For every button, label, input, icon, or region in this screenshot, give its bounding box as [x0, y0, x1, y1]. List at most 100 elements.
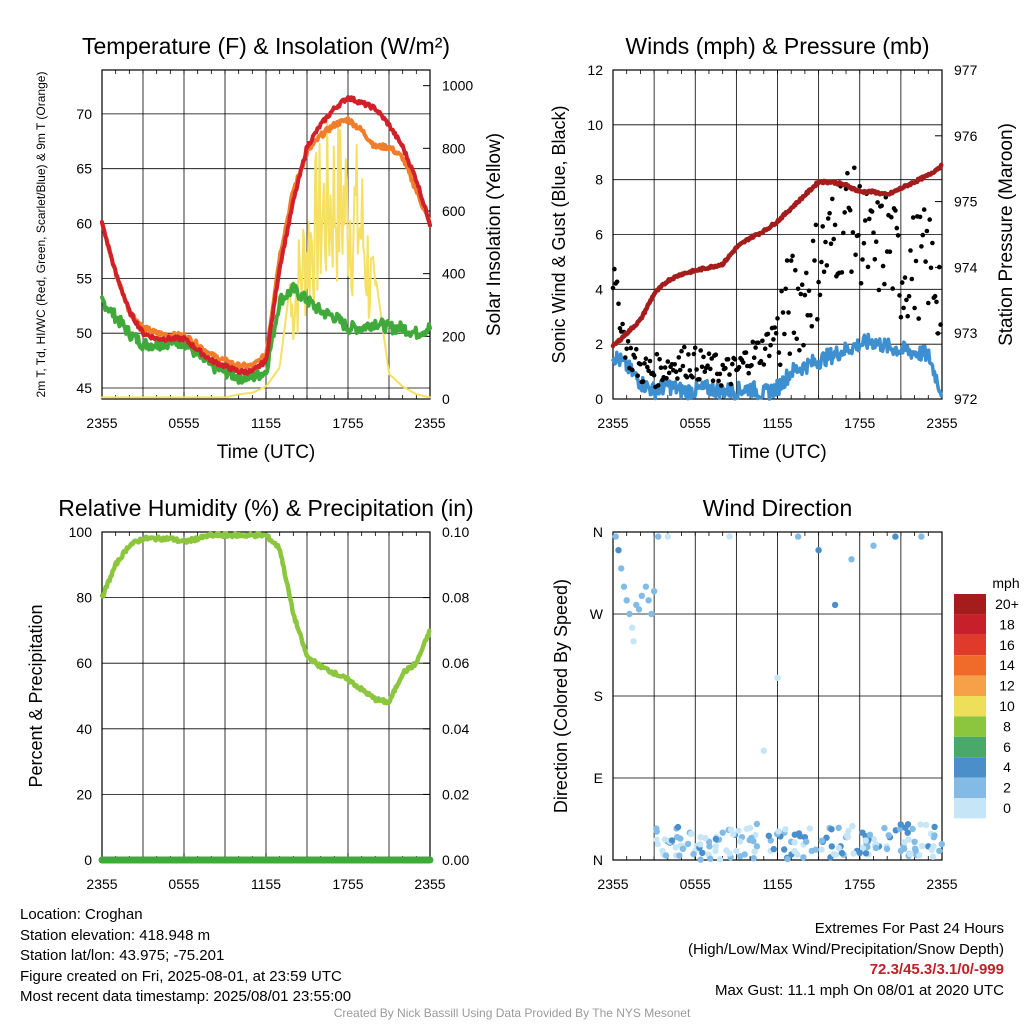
- direction-point: [696, 841, 704, 848]
- gust-point: [743, 350, 749, 355]
- gust-point: [894, 225, 900, 231]
- direction-point: [737, 853, 744, 860]
- gust-point: [717, 371, 723, 377]
- station-info: Location: Croghan Station elevation: 418…: [20, 905, 351, 1008]
- gust-point: [813, 222, 819, 228]
- legend-swatch: [954, 798, 986, 819]
- gust-point: [702, 369, 708, 375]
- direction-point: [806, 825, 814, 832]
- plot-border: [612, 531, 943, 861]
- gust-point: [842, 210, 847, 215]
- direction-point: [892, 533, 899, 540]
- direction-point: [870, 542, 877, 549]
- gust-point: [887, 249, 893, 254]
- gust-point: [935, 331, 941, 336]
- x-tick-label: 1155: [762, 876, 792, 892]
- y-tick-label: 60: [76, 216, 92, 232]
- gust-point: [875, 200, 880, 205]
- gust-point: [676, 355, 682, 360]
- y2-tick-label: 975: [954, 194, 978, 210]
- legend-label: 2: [1003, 780, 1011, 796]
- y2-tick-label: 972: [954, 391, 978, 407]
- gust-point: [927, 217, 932, 222]
- direction-point: [753, 820, 761, 828]
- gust-point: [680, 363, 686, 369]
- gust-point: [687, 368, 693, 373]
- direction-point: [818, 837, 826, 844]
- chart-panel-3: Relative Humidity (%) & Precipitation (i…: [26, 495, 474, 892]
- pressure-line: [610, 162, 944, 349]
- direction-point: [620, 583, 628, 590]
- direction-point: [684, 840, 692, 848]
- gust-point: [830, 196, 835, 202]
- direction-point: [794, 851, 801, 858]
- legend-label: 18: [999, 616, 1015, 632]
- gust-point: [782, 331, 787, 337]
- gust-point: [713, 352, 719, 358]
- y-tick-label: S: [594, 688, 603, 704]
- direction-point: [712, 835, 720, 843]
- direction-point: [743, 825, 750, 833]
- gust-point: [905, 313, 910, 319]
- gust-point: [780, 310, 786, 315]
- gust-point: [727, 372, 732, 377]
- legend-label: 8: [1003, 718, 1011, 734]
- gust-point: [723, 365, 728, 371]
- gust-point: [924, 228, 930, 234]
- gust-point: [686, 352, 691, 357]
- direction-point: [784, 855, 791, 863]
- y2-tick-label: 0.10: [442, 524, 469, 540]
- gust-point: [852, 165, 857, 171]
- y-tick-label: W: [590, 606, 604, 622]
- direction-point: [794, 533, 802, 540]
- gust-point: [706, 351, 712, 357]
- gust-point: [794, 336, 799, 342]
- gust-point: [799, 282, 805, 288]
- direction-point: [918, 842, 926, 850]
- direction-point: [897, 821, 904, 828]
- y-tick-label: 4: [595, 281, 603, 297]
- direction-point: [812, 846, 819, 853]
- gust-point: [919, 244, 924, 249]
- direction-point: [677, 835, 684, 842]
- legend-label: 6: [1003, 739, 1011, 755]
- gust-point: [912, 305, 917, 311]
- legend-swatch: [954, 655, 986, 676]
- gust-point: [645, 364, 650, 370]
- gust-point: [856, 233, 861, 238]
- legend-swatch: [954, 634, 986, 656]
- direction-point: [638, 592, 645, 599]
- gust-point: [816, 279, 821, 285]
- gust-point: [654, 351, 660, 357]
- gust-point: [928, 265, 934, 271]
- gust-point: [690, 375, 695, 380]
- gust-point: [658, 365, 664, 371]
- gust-point: [624, 346, 629, 352]
- gust-point: [809, 324, 815, 329]
- x-tick-label: 1755: [332, 876, 363, 892]
- gust-point: [827, 210, 832, 216]
- direction-point: [845, 827, 852, 835]
- gust-point: [857, 184, 862, 189]
- gust-point: [629, 367, 635, 373]
- gust-point: [746, 370, 751, 376]
- y-axis-label: Sonic Wind & Gust (Blue, Black): [549, 105, 569, 363]
- extremes-title: Extremes For Past 24 Hours: [814, 920, 1004, 937]
- direction-point: [650, 588, 658, 595]
- gust-point: [899, 280, 905, 285]
- gust-point: [614, 279, 620, 285]
- direction-point: [727, 826, 735, 833]
- gust-point: [612, 266, 617, 272]
- gust-point: [824, 263, 830, 268]
- gust-point: [895, 233, 901, 238]
- gust-point: [625, 339, 631, 344]
- gust-point: [793, 268, 798, 273]
- gust-point: [845, 170, 850, 176]
- gust-point: [779, 288, 784, 294]
- x-axis-label: Time (UTC): [728, 442, 827, 463]
- chart-panel-4: Wind Direction 2355 0555 1155 1755 2355 N E S W N D…: [551, 495, 1020, 892]
- gust-point: [937, 264, 942, 270]
- direction-point: [856, 849, 863, 856]
- direction-point: [866, 831, 874, 838]
- created-label: Figure created on Fri, 2025-08-01, at 23…: [20, 967, 342, 985]
